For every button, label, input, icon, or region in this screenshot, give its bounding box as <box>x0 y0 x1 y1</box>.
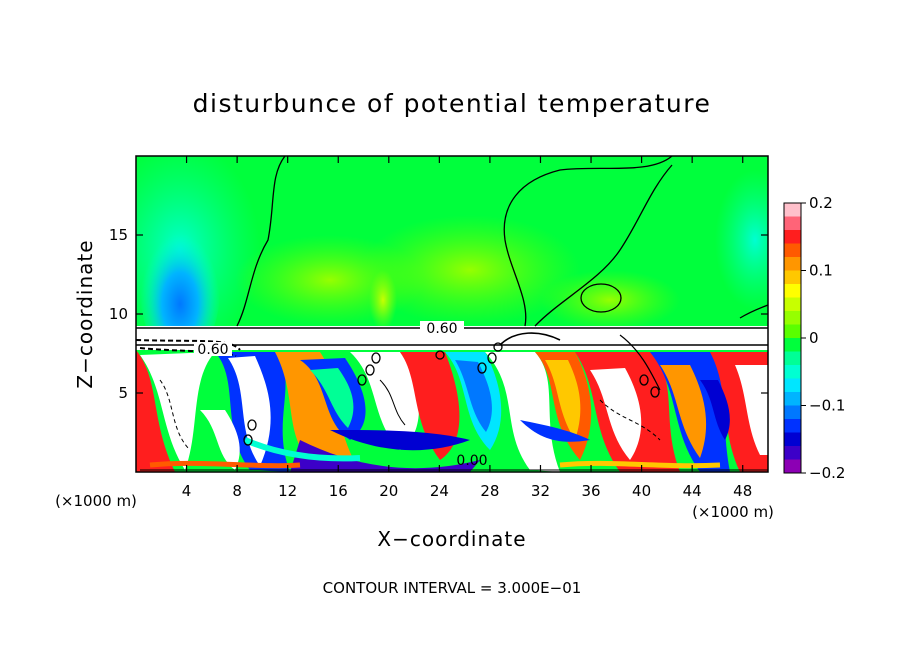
y-tick-label: 15 <box>109 226 128 244</box>
x-tick-label: 48 <box>733 482 752 500</box>
colorbar-swatch <box>784 324 801 339</box>
colorbar-swatch <box>784 392 801 406</box>
x-tick-label: 40 <box>632 482 651 500</box>
y-axis-ticks: 5 10 15 <box>109 226 768 402</box>
colorbar-swatch <box>784 230 801 244</box>
contour-labels: 0.60 0.60 0.00 <box>194 321 488 469</box>
x-tick-label: 20 <box>379 482 398 500</box>
upper-light-region-3 <box>540 270 680 330</box>
colorbar-tick-label: −0.1 <box>809 397 845 415</box>
x-tick-label: 24 <box>430 482 449 500</box>
upper-cyan-region-right <box>715 170 768 310</box>
contour-interval-note: CONTOUR INTERVAL = 3.000E−01 <box>323 579 582 597</box>
colorbar-swatch <box>784 243 801 258</box>
x-axis-label: X−coordinate <box>377 527 526 551</box>
upper-blue-region-left <box>140 220 220 360</box>
turbulent-eddies <box>136 350 768 472</box>
colorbar-swatch <box>784 216 801 231</box>
upper-light-region-2 <box>360 215 580 325</box>
heatmap-field: 0.60 0.60 0.00 <box>136 156 768 472</box>
y-axis-label: Z−coordinate <box>73 239 97 388</box>
x-axis-ticks: 4 8 12 16 20 24 28 32 36 40 44 48 <box>182 156 752 500</box>
colorbar-swatch <box>784 419 801 433</box>
colorbar-swatch <box>784 459 801 474</box>
contour-label-0: 0.60 <box>426 321 457 337</box>
colorbar-swatch <box>784 338 801 352</box>
colorbar-swatch <box>784 351 801 366</box>
colorbar-swatch <box>784 257 801 271</box>
colorbar: 0.2 0.1 0 −0.1 −0.2 <box>784 194 845 482</box>
colorbar-swatch <box>784 270 801 285</box>
x-tick-label: 32 <box>531 482 550 500</box>
chart-title: disturbunce of potential temperature <box>193 89 712 118</box>
upper-yellow-region <box>369 270 397 330</box>
x-tick-label: 8 <box>232 482 242 500</box>
colorbar-swatch <box>784 378 801 393</box>
x-tick-label: 28 <box>480 482 499 500</box>
colorbar-swatch <box>784 311 801 325</box>
colorbar-tick-label: −0.2 <box>809 464 845 482</box>
x-tick-label: 36 <box>581 482 600 500</box>
x-tick-label: 16 <box>329 482 348 500</box>
colorbar-swatch <box>784 284 801 298</box>
x-unit-left: (×1000 m) <box>55 492 137 510</box>
colorbar-tick-label: 0.2 <box>809 194 833 212</box>
x-unit-right: (×1000 m) <box>692 503 774 521</box>
x-tick-label: 44 <box>683 482 702 500</box>
x-tick-label: 4 <box>182 482 192 500</box>
colorbar-swatch <box>784 365 801 379</box>
x-tick-label: 12 <box>278 482 297 500</box>
colorbar-swatch <box>784 297 801 312</box>
contour-label-2: 0.00 <box>456 453 487 469</box>
colorbar-swatch <box>784 432 801 447</box>
y-tick-label: 10 <box>109 305 128 323</box>
contour-label-1: 0.60 <box>197 342 228 358</box>
colorbar-swatch <box>784 405 801 420</box>
colorbar-tick-label: 0.1 <box>809 262 833 280</box>
colorbar-swatch <box>784 446 801 460</box>
colorbar-swatch <box>784 203 801 217</box>
colorbar-frame <box>783 202 802 474</box>
y-tick-label: 5 <box>118 384 128 402</box>
colorbar-tick-label: 0 <box>809 329 819 347</box>
